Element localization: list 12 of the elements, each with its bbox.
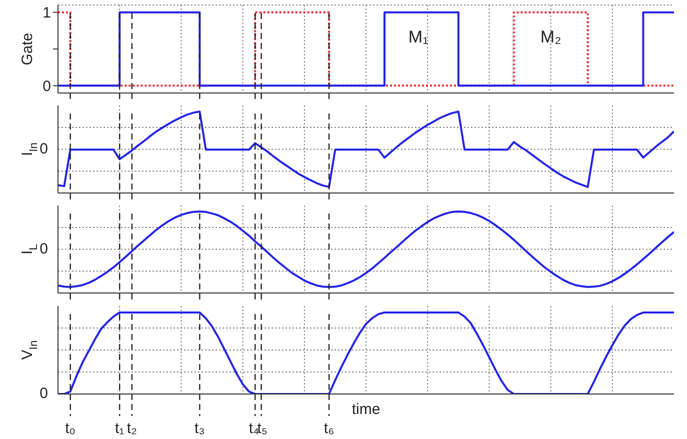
- x-tick-label: t₅: [257, 420, 268, 437]
- annotation: M₂: [540, 28, 562, 47]
- x-tick-label: t₂: [126, 420, 138, 437]
- y-tick-label: 1: [42, 4, 51, 22]
- x-tick-label: t₃: [194, 420, 205, 437]
- x-tick-label: t₁: [114, 420, 124, 437]
- x-tick-label: t₀: [65, 420, 76, 437]
- annotation: M₁: [408, 28, 429, 47]
- x-tick-label: t₄: [248, 420, 260, 437]
- x-tick-label: t₆: [324, 420, 334, 437]
- x-axis-title: time: [352, 401, 380, 418]
- y-axis-title: Gate: [18, 32, 36, 66]
